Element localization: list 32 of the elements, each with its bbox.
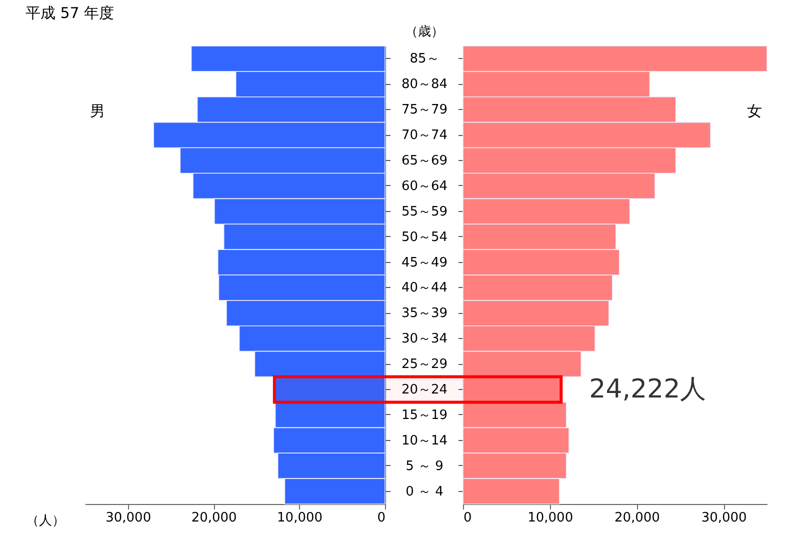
chart-title: 平成 57 年度 bbox=[26, 4, 114, 22]
y-tick-label: 80～84 bbox=[401, 77, 448, 92]
x-tick-label: 10,000 bbox=[528, 510, 574, 526]
text: 男 bbox=[90, 102, 105, 120]
x-tick-label: 20,000 bbox=[191, 510, 237, 526]
y-tick-label: 25～29 bbox=[401, 357, 448, 372]
x-tick-label: 0 bbox=[464, 510, 472, 526]
text: 女 bbox=[747, 102, 762, 120]
y-tick-label: 55～59 bbox=[401, 204, 448, 220]
y-tick-label: 30～34 bbox=[401, 332, 448, 347]
y-tick-label: 70～74 bbox=[401, 128, 448, 144]
y-tick-label: 75～79 bbox=[401, 102, 448, 118]
y-tick-label: 10～14 bbox=[401, 433, 448, 448]
x-tick-label: 10,000 bbox=[277, 510, 323, 526]
y-axis-title: （歳） bbox=[405, 24, 444, 40]
y-tick-label: 35～39 bbox=[401, 306, 448, 322]
x-tick-label: 0 bbox=[377, 510, 386, 526]
x-axis-title: （人） bbox=[26, 514, 65, 528]
y-tick-label: 15～19 bbox=[401, 408, 448, 423]
band-label: 24,222人 bbox=[589, 374, 706, 404]
y-tick-label: 65～69 bbox=[401, 154, 448, 168]
y-tick-label: 20～24 bbox=[401, 382, 448, 398]
y-tick-label: 5 ～ 9 bbox=[406, 458, 444, 474]
y-tick-label: 85～ bbox=[410, 52, 440, 67]
x-tick-label: 30,000 bbox=[701, 510, 747, 526]
x-tick-label: 30,000 bbox=[106, 510, 152, 526]
y-tick-label: 45～49 bbox=[401, 255, 448, 270]
y-tick-label: 50～54 bbox=[401, 230, 448, 245]
y-tick-label: 0 ～ 4 bbox=[406, 484, 444, 500]
y-tick-label: 40～44 bbox=[401, 280, 448, 296]
x-tick-label: 20,000 bbox=[614, 510, 660, 526]
y-tick-label: 60～64 bbox=[401, 178, 448, 194]
